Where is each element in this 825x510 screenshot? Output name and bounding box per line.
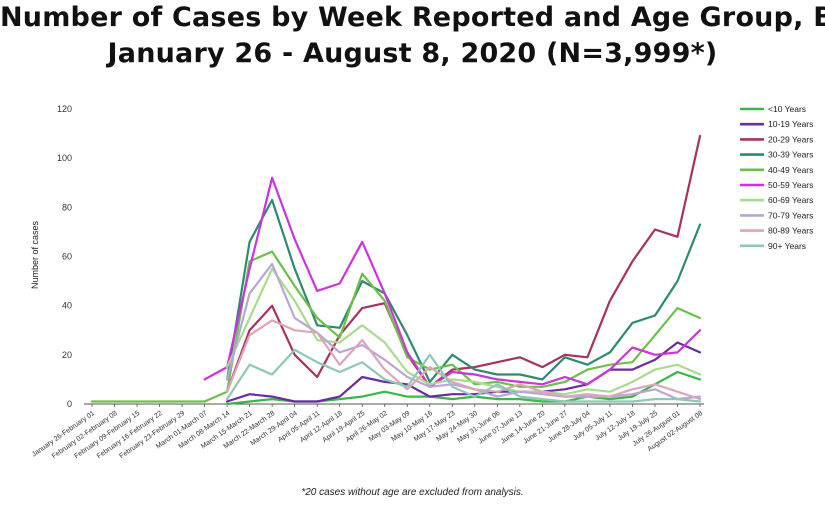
y-tick-label: 60 bbox=[62, 252, 72, 262]
y-axis-label: Number of cases bbox=[30, 220, 40, 289]
y-tick-label: 80 bbox=[62, 202, 72, 212]
series-line-8 bbox=[226, 319, 702, 401]
legend-label: 30-39 Years bbox=[768, 150, 813, 160]
legend-label: 20-29 Years bbox=[768, 134, 813, 144]
x-tick-label: July 05-July 11 bbox=[572, 410, 614, 442]
series-line-4 bbox=[90, 250, 702, 403]
y-tick-label: 120 bbox=[57, 104, 72, 114]
footnote: *20 cases without age are excluded from … bbox=[301, 487, 524, 498]
legend-label: 10-19 Years bbox=[768, 119, 813, 129]
legend-label: 90+ Years bbox=[768, 241, 806, 251]
legend-label: <10 Years bbox=[768, 104, 806, 114]
y-tick-label: 0 bbox=[67, 399, 72, 409]
legend-label: 80-89 Years bbox=[768, 226, 813, 236]
y-tick-label: 100 bbox=[57, 153, 72, 163]
series-line-0 bbox=[226, 370, 702, 406]
series-line-1 bbox=[226, 341, 702, 403]
legend-label: 40-49 Years bbox=[768, 165, 813, 175]
y-tick-label: 20 bbox=[62, 350, 72, 360]
series-line-3 bbox=[226, 198, 702, 383]
series-line-5 bbox=[203, 176, 702, 388]
series-line-9 bbox=[226, 348, 702, 403]
series-line-6 bbox=[226, 267, 702, 396]
legend-label: 50-59 Years bbox=[768, 180, 813, 190]
series-line-7 bbox=[226, 262, 702, 401]
chart-title: Number of Cases by Week Reported and Age… bbox=[0, 2, 825, 33]
series-line-2 bbox=[226, 134, 702, 393]
legend-label: 60-69 Years bbox=[768, 195, 813, 205]
legend-label: 70-79 Years bbox=[768, 210, 813, 220]
chart-subtitle: January 26 - August 8, 2020 (N=3,999*) bbox=[107, 38, 718, 69]
y-tick-label: 40 bbox=[62, 301, 72, 311]
